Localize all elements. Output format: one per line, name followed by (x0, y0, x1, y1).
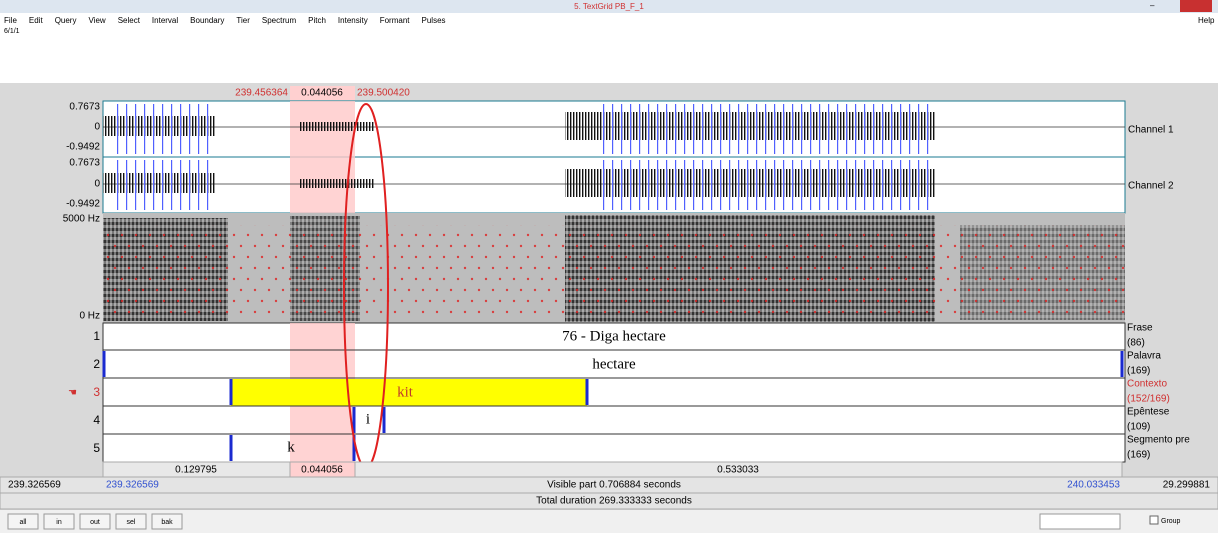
button-label: in (56, 519, 62, 526)
menu-item[interactable]: Intensity (338, 16, 368, 25)
menu-item[interactable]: Pulses (422, 16, 446, 25)
menu-item[interactable]: Boundary (190, 16, 224, 25)
ch1-zero: 0 (94, 122, 100, 133)
menu-help[interactable]: Help (1198, 16, 1215, 25)
menu-item[interactable]: File (4, 16, 17, 25)
selection-start: 239.456364 (235, 88, 288, 99)
button-bar (0, 510, 1218, 533)
menu-item[interactable]: Pitch (308, 16, 326, 25)
menu-area (0, 13, 1218, 83)
selection-duration: 0.044056 (301, 88, 343, 99)
visible-end: 240.033453 (1067, 480, 1120, 491)
visible-start: 239.326569 (106, 480, 159, 491)
tier-count: (169) (1127, 450, 1150, 461)
tier4-interval: i (366, 411, 370, 427)
menu-item[interactable]: Interval (152, 16, 178, 25)
window-end: 29.299881 (1163, 480, 1211, 491)
tier-count: (86) (1127, 338, 1145, 349)
tier-name: Frase (1127, 323, 1153, 334)
ch2-zero: 0 (94, 179, 100, 190)
ch2-max: 0.7673 (69, 158, 100, 169)
close-button[interactable] (1180, 0, 1212, 12)
button-label: bak (161, 519, 173, 526)
tier-number: 3 (93, 385, 100, 399)
selection-end: 239.500420 (357, 88, 410, 99)
menu-item[interactable]: View (88, 16, 105, 25)
tier-number: 5 (93, 441, 100, 455)
visible-part: Visible part 0.706884 seconds (547, 480, 681, 491)
tier5-interval: k (287, 439, 295, 455)
button-label: sel (127, 519, 136, 526)
duration: 0.044056 (301, 465, 343, 476)
duration: 0.129795 (175, 465, 217, 476)
spectrogram (103, 213, 1125, 323)
window-title: 5. TextGrid PB_F_1 (574, 2, 644, 11)
ch2-min: -0.9492 (66, 199, 100, 210)
tier-name: Contexto (1127, 379, 1167, 390)
duration: 0.533033 (717, 465, 759, 476)
minimize[interactable]: – (1150, 1, 1155, 10)
tier-number: 4 (93, 413, 100, 427)
total-duration: Total duration 269.333333 seconds (536, 496, 692, 507)
spec-bottom: 0 Hz (79, 311, 100, 322)
button-label: out (90, 519, 100, 526)
ch1-min: -0.9492 (66, 142, 100, 153)
group-label: Group (1161, 518, 1181, 525)
tier-pointer: ☚ (68, 388, 77, 399)
ch2-name: Channel 2 (1128, 181, 1174, 192)
tier-count: (169) (1127, 366, 1150, 377)
button-label: all (19, 519, 26, 526)
menu-item[interactable]: Query (55, 16, 77, 25)
tier-count: (109) (1127, 422, 1150, 433)
spec-top: 5000 Hz (63, 214, 100, 225)
ch1-name: Channel 1 (1128, 125, 1174, 136)
tier3-interval: kit (397, 384, 414, 400)
menu-item[interactable]: Edit (29, 16, 44, 25)
menu-item[interactable]: Select (118, 16, 141, 25)
tier-name: Epêntese (1127, 407, 1170, 418)
tier-number: 2 (93, 357, 100, 371)
tier2-interval: hectare (592, 356, 636, 372)
menu-item[interactable]: Formant (380, 16, 411, 25)
buttons: all in out sel bak (8, 514, 182, 529)
menu-item[interactable]: Tier (236, 16, 250, 25)
praat-window: 5. TextGrid PB_F_1 – File Edit Query View Se… (0, 0, 1218, 533)
tier-number: 1 (93, 329, 100, 343)
tier-name: Segmento pre (1127, 435, 1190, 446)
group-checkbox[interactable] (1150, 516, 1158, 524)
window-start: 239.326569 (8, 480, 61, 491)
status: 6/1/1 (4, 28, 20, 35)
tier-count: (152/169) (1127, 394, 1170, 405)
ch1-max: 0.7673 (69, 102, 100, 113)
scrollbar[interactable] (1040, 514, 1120, 529)
tier-name: Palavra (1127, 351, 1161, 362)
menu-item[interactable]: Spectrum (262, 16, 297, 25)
tier1-interval: 76 - Diga hectare (562, 328, 666, 344)
